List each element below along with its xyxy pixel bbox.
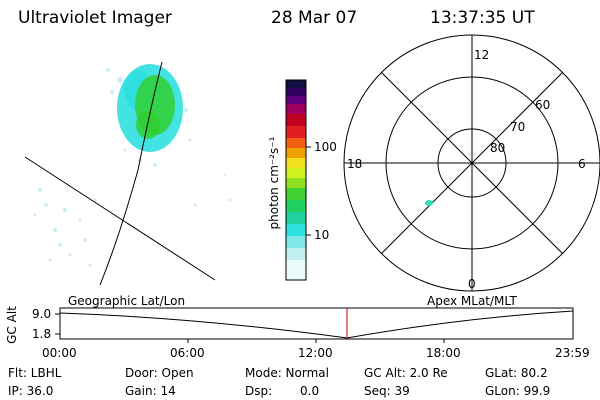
alt-xtick-0000: 00:00 [42,346,77,360]
status-gc-alt: GC Alt: 2.0 Re [364,366,448,380]
date-text: 28 Mar 07 [271,8,358,28]
polar-lat-60: 60 [535,98,551,112]
time-text: 13:37:35 UT [430,8,535,28]
colorbar-tick-100: 100 [314,140,337,154]
colorbar-label: photon cm⁻²s⁻¹ [267,136,281,230]
polar-hour-18: 18 [347,157,363,171]
alt-xtick-2359: 23:59 [555,346,590,360]
alt-ytick-9: 9.0 [32,307,52,321]
colorbar-tick-10: 10 [314,228,330,242]
title-text: Ultraviolet Imager [18,8,172,28]
polar-plot [343,34,600,292]
lon-line [99,61,163,286]
status-glon: GLon: 99.9 [485,384,551,398]
apex-label: Apex MLat/MLT [427,294,517,308]
lat-line [24,156,216,281]
polar-emission [425,200,433,206]
polar-lat-80: 80 [490,141,506,155]
polar-hour-0: 0 [468,277,476,291]
geographic-image [24,61,232,286]
status-door: Door: Open [125,366,194,380]
alt-axis-label: GC Alt [5,306,19,344]
status-glat: GLat: 80.2 [485,366,548,380]
color-bar [285,79,311,281]
altitude-plot [55,307,574,343]
status-gain: Gain: 14 [125,384,176,398]
status-dsp-value: 0.0 [300,384,320,398]
polar-hour-12: 12 [474,48,490,62]
status-ip: IP: 36.0 [8,384,54,398]
alt-xtick-0600: 06:00 [170,346,205,360]
alt-xtick-1200: 12:00 [298,346,333,360]
alt-xtick-1800: 18:00 [426,346,461,360]
status-flt: Flt: LBHL [8,366,62,380]
geographic-label: Geographic Lat/Lon [68,294,186,308]
status-mode: Mode: Normal [245,366,329,380]
altitude-curve [59,310,574,339]
status-dsp-label: Dsp: [245,384,273,398]
polar-lat-70: 70 [510,120,526,134]
status-seq: Seq: 39 [364,384,410,398]
polar-hour-6: 6 [578,157,586,171]
alt-ytick-1-8: 1.8 [32,327,52,341]
